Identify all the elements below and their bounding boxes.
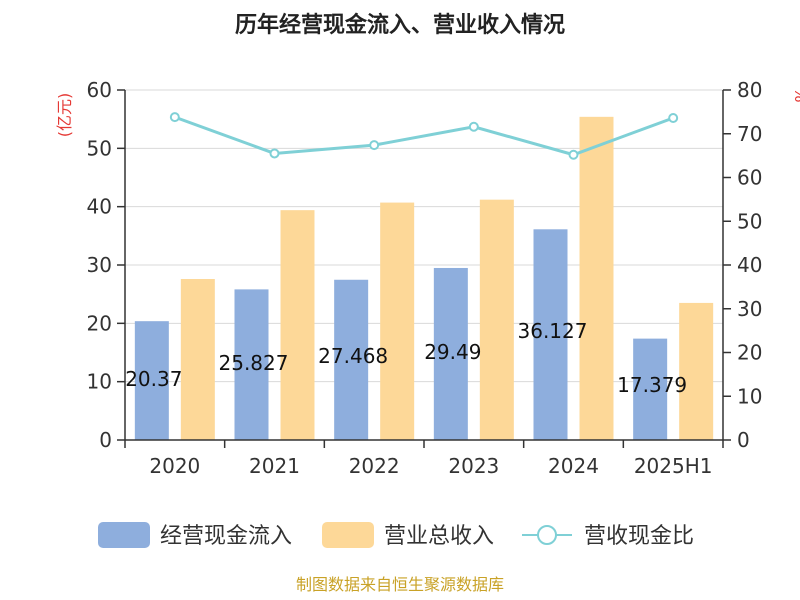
bar-total-revenue [380,202,415,440]
data-label-cash: 20.37 [125,367,182,391]
bar-cash-inflow [433,267,468,440]
x-tick-label: 2025H1 [634,454,713,478]
right-tick-label: 80 [737,78,762,102]
data-labels: 20.37 25.827 27.468 29.49 36.127 17.379 [125,319,687,397]
data-label-cash: 17.379 [617,373,687,397]
right-tick-label: 50 [737,209,762,233]
right-tick-label: 20 [737,341,762,365]
x-tick-label: 2024 [548,454,599,478]
right-tick-label: 10 [737,384,762,408]
bar-total-revenue [479,199,514,440]
right-tick-label: 60 [737,166,762,190]
bar-cash-inflow [334,279,369,440]
bar-total-revenue [280,210,315,440]
right-tick-label: 30 [737,297,762,321]
legend-marker-ratio [537,525,557,545]
bars [134,116,714,440]
data-label-cash: 25.827 [219,351,289,375]
bar-cash-inflow [234,289,269,440]
right-tick-label: 70 [737,122,762,146]
ratio-point [668,113,679,123]
ratio-line-path [174,115,674,157]
right-axis-unit: % [791,87,800,102]
right-axis-ticks: 0 10 20 30 40 50 60 70 80 [723,78,762,452]
ratio-point [568,149,579,160]
x-tick-label: 2020 [149,454,200,478]
source-note: 制图数据来自恒生聚源数据库 [296,575,504,594]
ratio-point [468,121,479,132]
gridlines [125,89,723,383]
x-tick-label: 2022 [349,454,400,478]
data-label-cash: 27.468 [318,344,388,368]
left-tick-label: 60 [87,78,112,102]
x-tick-label: 2021 [249,454,300,478]
bar-cash-inflow [134,321,169,440]
left-tick-label: 10 [87,370,112,394]
legend-swatch-cash [98,522,150,548]
bar-total-revenue [180,279,215,440]
left-tick-label: 50 [87,136,112,160]
left-tick-label: 0 [99,428,112,452]
left-axis-ticks: 0 10 20 30 40 50 60 [87,78,125,452]
legend-swatch-revenue [322,522,374,548]
x-axis-ticks: 2020 2021 2022 2023 2024 2025H1 [124,440,724,478]
chart-title: 历年经营现金流入、营业收入情况 [235,12,565,38]
ratio-point [169,112,180,123]
ratio-point [369,140,380,151]
left-tick-label: 40 [87,195,112,219]
legend-label-ratio: 营收现金比 [584,524,694,549]
legend-item-ratio[interactable]: 营收现金比 [522,524,694,549]
legend: 经营现金流入 营业总收入 营收现金比 [98,522,694,549]
x-tick-label: 2023 [448,454,499,478]
left-axis-unit: (亿元) [55,93,74,138]
bar-total-revenue [579,116,614,440]
data-label-cash: 36.127 [518,319,588,343]
legend-label-cash: 经营现金流入 [160,524,292,549]
left-tick-label: 30 [87,253,112,277]
bar-cash-inflow [633,338,668,440]
right-tick-label: 40 [737,253,762,277]
ratio-point [269,148,280,159]
ratio-line [169,112,679,160]
legend-label-revenue: 营业总收入 [384,524,494,549]
legend-item-revenue[interactable]: 营业总收入 [322,522,494,549]
bar-cash-inflow [533,229,568,440]
bar-total-revenue [679,302,714,440]
left-tick-label: 20 [87,311,112,335]
legend-item-cash[interactable]: 经营现金流入 [98,522,292,549]
right-tick-label: 0 [737,428,750,452]
data-label-cash: 29.49 [424,340,481,364]
